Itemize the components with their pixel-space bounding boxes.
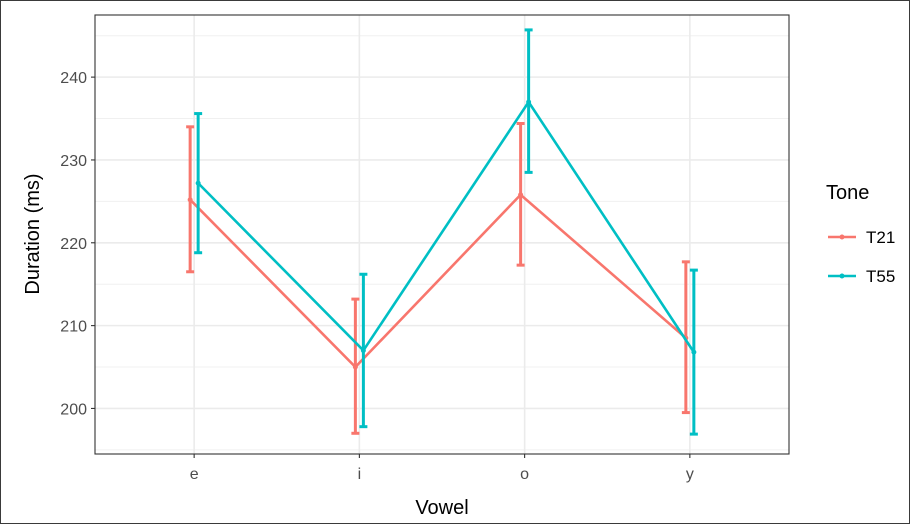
- series-layer: [186, 28, 698, 436]
- series-T55: [194, 28, 698, 436]
- series-line: [189, 192, 687, 369]
- y-tick-label: 220: [60, 236, 87, 253]
- series-T21: [186, 122, 690, 435]
- data-point: [360, 347, 366, 353]
- plot-border: [94, 14, 790, 455]
- x-tick-label: o: [520, 466, 529, 483]
- legend-items: T21 T55: [828, 228, 895, 286]
- x-tick-label: y: [686, 466, 694, 483]
- x-tick-label: i: [358, 466, 362, 483]
- grid-major: [95, 15, 789, 454]
- series-line: [197, 99, 695, 353]
- x-tick-label: e: [190, 466, 199, 483]
- y-axis: 200 210 220 230 240: [60, 70, 95, 418]
- legend-key-point: [839, 234, 845, 240]
- data-point: [187, 197, 193, 203]
- data-point: [352, 364, 358, 370]
- legend-label: T55: [866, 267, 895, 286]
- x-axis-title: Vowel: [415, 497, 468, 519]
- data-point: [518, 192, 524, 198]
- y-axis-title: Duration (ms): [22, 173, 44, 294]
- y-tick-label: 200: [60, 401, 87, 418]
- legend-title: Tone: [826, 182, 869, 204]
- data-point: [195, 180, 201, 186]
- data-point: [691, 349, 697, 355]
- y-tick-label: 240: [60, 70, 87, 87]
- y-tick-label: 230: [60, 153, 87, 170]
- legend-key-point: [839, 273, 845, 279]
- legend: Tone T21 T55: [826, 182, 895, 286]
- data-point: [526, 99, 532, 105]
- legend-label: T21: [866, 228, 895, 247]
- grid-minor: [95, 35, 789, 451]
- y-tick-label: 210: [60, 319, 87, 336]
